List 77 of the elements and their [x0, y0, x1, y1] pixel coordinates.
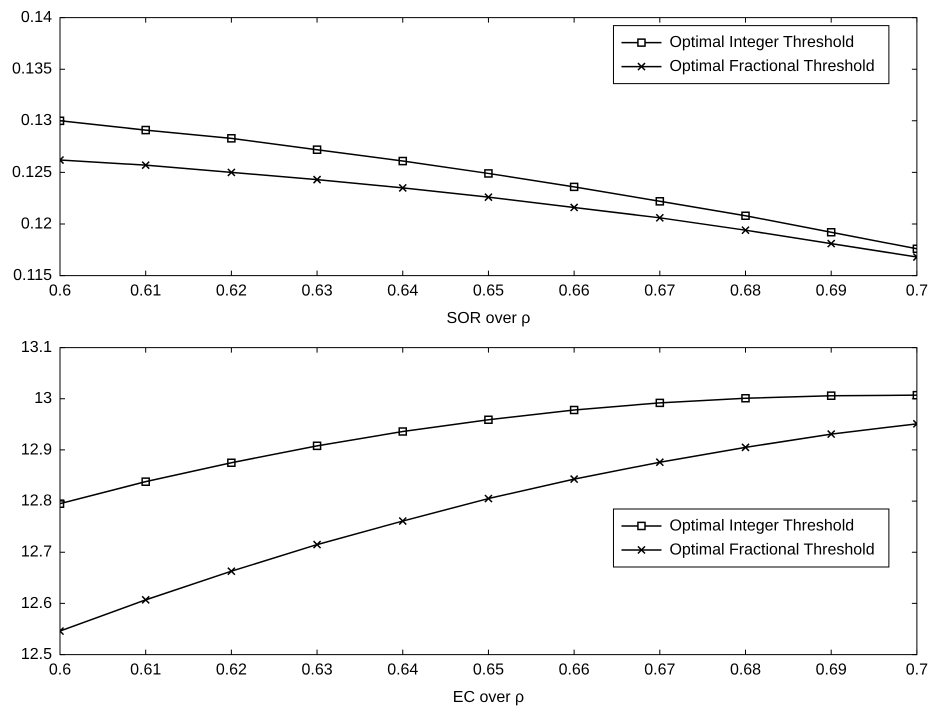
y-tick-label: 12.8	[20, 492, 52, 510]
y-tick-label: 12.6	[20, 594, 52, 612]
point	[141, 160, 150, 170]
point	[312, 175, 322, 184]
point	[312, 442, 322, 450]
x-axis-title: SOR over ρ	[446, 310, 530, 327]
x-tick-label: 0.66	[558, 282, 590, 300]
y-tick-label: 0.125	[12, 164, 52, 181]
point	[141, 126, 150, 134]
y-tick-label: 13.1	[20, 339, 52, 356]
x-tick-label: 0.69	[816, 662, 847, 679]
y-tick-label: 0.14	[20, 9, 52, 26]
point	[227, 566, 236, 576]
y-tick-label: 13	[34, 390, 52, 408]
legend-label: Optimal Fractional Threshold	[669, 541, 875, 558]
x-tick-label: 0.7	[906, 662, 928, 679]
x-tick-label: 0.62	[216, 282, 248, 300]
point	[398, 516, 408, 526]
point	[570, 474, 578, 484]
x-tick-label: 0.6	[48, 282, 72, 300]
x-tick-label: 0.64	[387, 662, 418, 679]
x-tick-label: 0.6	[48, 662, 72, 679]
x-tick-label: 0.68	[730, 282, 762, 300]
legend-label: Optimal Fractional Threshold	[669, 58, 875, 76]
point	[826, 228, 836, 237]
point	[312, 145, 322, 154]
x-tick-label: 0.61	[130, 282, 162, 300]
point	[484, 494, 493, 503]
point	[141, 596, 150, 604]
x-tick-label: 0.63	[301, 282, 333, 300]
point	[741, 394, 750, 403]
point	[826, 239, 836, 248]
x-tick-label: 0.67	[644, 282, 676, 300]
point	[398, 427, 408, 436]
point	[312, 540, 322, 549]
x-tick-label: 0.7	[906, 282, 928, 300]
x-tick-label: 0.68	[730, 662, 762, 679]
x-tick-label: 0.63	[301, 662, 333, 679]
x-tick-label: 0.64	[387, 282, 418, 300]
y-tick-label: 0.13	[20, 112, 52, 130]
point	[570, 182, 578, 192]
point	[227, 458, 236, 468]
point	[141, 477, 150, 486]
point	[656, 214, 664, 222]
y-tick-label: 12.9	[20, 441, 52, 458]
x-tick-label: 0.65	[472, 282, 504, 300]
point	[741, 443, 750, 452]
point	[484, 169, 493, 178]
point	[570, 406, 578, 414]
point	[741, 226, 750, 234]
point	[656, 398, 664, 408]
point	[826, 391, 836, 400]
point	[227, 168, 236, 177]
y-tick-label: 12.5	[20, 646, 52, 664]
point	[484, 192, 493, 202]
y-tick-label: 0.135	[12, 60, 52, 78]
x-tick-label: 0.62	[216, 662, 248, 679]
point	[570, 203, 578, 212]
legend-label: Optimal Integer Threshold	[669, 34, 854, 52]
x-axis-title: EC over ρ	[452, 688, 524, 706]
point	[656, 197, 664, 206]
point	[398, 156, 408, 166]
y-tick-label: 12.7	[20, 544, 52, 561]
point	[741, 211, 750, 220]
x-tick-label: 0.67	[644, 662, 676, 679]
y-tick-label: 0.115	[13, 267, 52, 284]
point	[826, 430, 836, 438]
x-tick-label: 0.66	[558, 662, 590, 679]
x-tick-label: 0.61	[130, 662, 162, 679]
point	[484, 415, 493, 424]
point	[656, 458, 664, 466]
x-tick-label: 0.69	[816, 282, 847, 300]
point	[398, 184, 408, 192]
legend-label: Optimal Integer Threshold	[669, 517, 854, 534]
point	[227, 134, 236, 143]
x-tick-label: 0.65	[472, 662, 504, 679]
y-tick-label: 0.12	[20, 215, 52, 232]
